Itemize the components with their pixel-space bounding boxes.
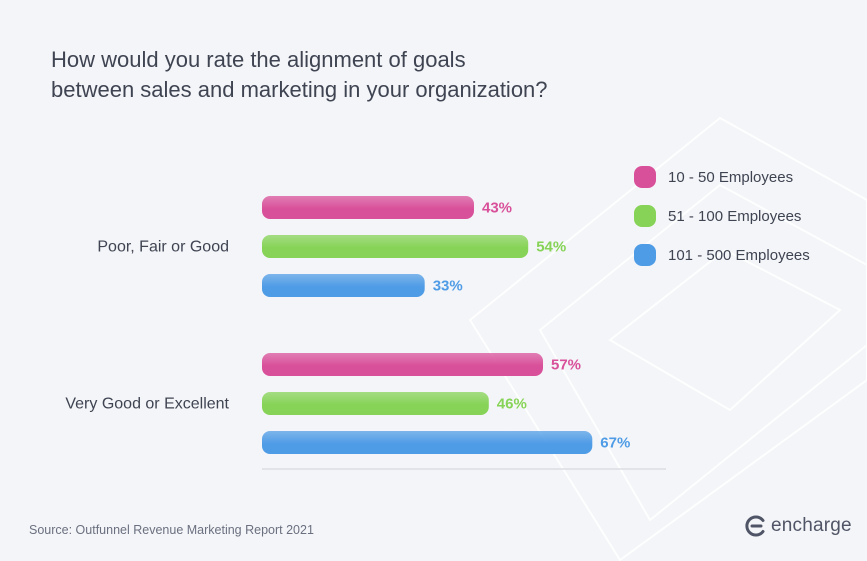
bar-poor-fair-or-good-10-50-employees	[262, 196, 474, 219]
legend-label: 10 - 50 Employees	[668, 168, 794, 186]
chart-legend: 10 - 50 Employees 51 - 100 Employees 101…	[634, 164, 810, 281]
legend-swatch-blue	[634, 244, 656, 266]
source-note: Source: Outfunnel Revenue Marketing Repo…	[29, 523, 314, 537]
legend-label: 101 - 500 Employees	[668, 246, 810, 264]
legend-item-101-500: 101 - 500 Employees	[634, 242, 810, 268]
data-label-very-good-or-excellent-51-100-employees: 46%	[497, 396, 527, 413]
bar-very-good-or-excellent-51-100-employees	[262, 392, 489, 415]
bar-very-good-or-excellent-101-500-employees	[262, 431, 593, 454]
legend-item-51-100: 51 - 100 Employees	[634, 203, 810, 229]
category-label-poor-fair-or-good: Poor, Fair or Good	[97, 239, 229, 256]
chart-title-line-2: between sales and marketing in your orga…	[51, 77, 548, 102]
legend-item-10-50: 10 - 50 Employees	[634, 164, 810, 190]
category-label-very-good-or-excellent: Very Good or Excellent	[65, 396, 229, 413]
encharge-logo-icon	[745, 515, 765, 537]
chart-title-line-1: How would you rate the alignment of goal…	[51, 47, 466, 72]
bar-poor-fair-or-good-51-100-employees	[262, 235, 529, 258]
chart-title: How would you rate the alignment of goal…	[51, 45, 651, 105]
data-label-poor-fair-or-good-101-500-employees: 33%	[433, 278, 463, 295]
legend-label: 51 - 100 Employees	[668, 207, 802, 225]
bar-poor-fair-or-good-101-500-employees	[262, 274, 425, 297]
data-label-very-good-or-excellent-101-500-employees: 67%	[600, 435, 630, 452]
legend-swatch-pink	[634, 166, 656, 188]
data-label-poor-fair-or-good-51-100-employees: 54%	[536, 239, 566, 256]
data-label-very-good-or-excellent-10-50-employees: 57%	[551, 357, 581, 374]
brand-logo: encharge	[744, 514, 852, 538]
brand-name: encharge	[771, 515, 852, 536]
data-label-poor-fair-or-good-10-50-employees: 43%	[482, 200, 512, 217]
legend-swatch-green	[634, 205, 656, 227]
bar-very-good-or-excellent-10-50-employees	[262, 353, 544, 376]
